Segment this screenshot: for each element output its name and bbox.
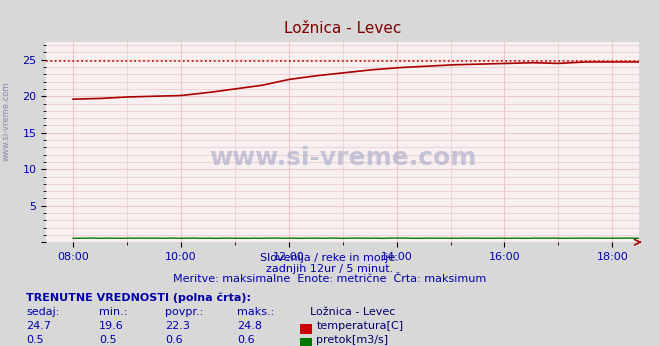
Text: TRENUTNE VREDNOSTI (polna črta):: TRENUTNE VREDNOSTI (polna črta):	[26, 292, 251, 303]
Text: www.si-vreme.com: www.si-vreme.com	[2, 81, 11, 161]
Text: 24.7: 24.7	[26, 321, 51, 331]
Text: maks.:: maks.:	[237, 307, 275, 317]
Text: 0.5: 0.5	[26, 335, 44, 345]
Text: Slovenija / reke in morje.: Slovenija / reke in morje.	[260, 253, 399, 263]
Text: 24.8: 24.8	[237, 321, 262, 331]
Title: Ložnica - Levec: Ložnica - Levec	[284, 21, 401, 36]
Text: pretok[m3/s]: pretok[m3/s]	[316, 335, 388, 345]
Text: 0.6: 0.6	[165, 335, 183, 345]
Text: 22.3: 22.3	[165, 321, 190, 331]
Text: 0.5: 0.5	[99, 335, 117, 345]
Text: zadnjih 12ur / 5 minut.: zadnjih 12ur / 5 minut.	[266, 264, 393, 274]
Text: temperatura[C]: temperatura[C]	[316, 321, 403, 331]
Text: Ložnica - Levec: Ložnica - Levec	[310, 307, 395, 317]
Text: 19.6: 19.6	[99, 321, 124, 331]
Text: sedaj:: sedaj:	[26, 307, 60, 317]
Text: povpr.:: povpr.:	[165, 307, 203, 317]
Text: min.:: min.:	[99, 307, 127, 317]
Text: Meritve: maksimalne  Enote: metrične  Črta: maksimum: Meritve: maksimalne Enote: metrične Črta…	[173, 274, 486, 284]
Text: www.si-vreme.com: www.si-vreme.com	[209, 146, 476, 170]
Text: 0.6: 0.6	[237, 335, 255, 345]
